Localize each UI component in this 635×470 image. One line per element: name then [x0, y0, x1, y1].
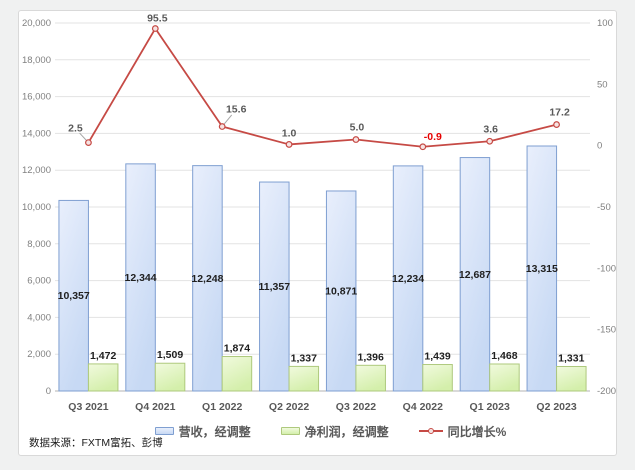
profit-bar [87, 363, 119, 392]
profit-bar-label: 1,337 [291, 352, 317, 364]
profit-bar-label: 1,472 [90, 350, 116, 362]
growth-point-marker [218, 123, 226, 130]
left-axis-tick-label: 6,000 [27, 276, 51, 287]
legend-item-growth: 同比增长% [418, 423, 507, 440]
left-axis-tick-label: 10,000 [22, 202, 51, 213]
revenue-bar-label: 13,315 [526, 263, 558, 275]
revenue-bar [392, 165, 424, 392]
growth-point-marker [151, 25, 159, 32]
right-axis-tick-label: -150 [597, 325, 616, 336]
profit-bar [154, 362, 186, 392]
left-axis-tick-label: 14,000 [22, 128, 51, 139]
right-axis-tick-label: 50 [597, 79, 608, 90]
growth-point-label: 95.5 [147, 13, 168, 25]
revenue-bar-label: 11,357 [259, 281, 291, 293]
left-axis-tick-label: 0 [46, 386, 51, 397]
right-axis-tick-label: -50 [597, 202, 611, 213]
label-leader-line [223, 114, 233, 125]
legend-item-revenue: 营收，经调整 [154, 423, 251, 440]
profit-bar-label: 1,509 [157, 349, 183, 361]
chart-svg: 0 2,000 4,000 6,000 8,000 10,000 12,000 14,000 1… [22, 13, 616, 413]
profit-bar-label: 1,396 [358, 351, 384, 363]
label-leader-line [79, 132, 87, 141]
left-axis-tick-label: 12,000 [22, 165, 51, 176]
revenue-bar [192, 165, 223, 392]
profit-bar-label: 1,331 [558, 353, 584, 365]
revenue-bar [325, 190, 357, 392]
growth-point-label: 2.5 [68, 123, 83, 135]
growth-point-label: -0.9 [424, 131, 442, 143]
left-axis-tick-label: 16,000 [22, 92, 51, 103]
source-note: 数据来源：FXTM富拓、彭博 [29, 437, 163, 449]
left-axis-tick-label: 8,000 [27, 239, 51, 250]
category-label: Q2 2022 [269, 401, 309, 413]
revenue-bar-label: 12,248 [191, 273, 223, 285]
chart-frame: 0 2,000 4,000 6,000 8,000 10,000 12,000 14,000 1… [18, 10, 617, 456]
growth-point-label: 1.0 [282, 127, 297, 139]
growth-line-marker-icon [418, 427, 443, 435]
legend-item-profit: 净利润，经调整 [280, 423, 389, 440]
right-axis-tick-label: 0 [597, 141, 602, 152]
legend-label-profit: 净利润，经调整 [304, 424, 389, 439]
growth-point-label: 3.6 [483, 123, 498, 135]
revenue-bar [58, 199, 89, 392]
left-axis-tick-label: 18,000 [22, 55, 51, 66]
growth-line [87, 27, 557, 148]
revenue-bar [259, 181, 290, 392]
revenue-swatch-icon [154, 427, 174, 435]
growth-point-marker [419, 143, 427, 151]
left-axis-tick-label: 20,000 [22, 18, 51, 29]
chart-legend: 营收，经调整 净利润，经调整 同比增长% [45, 422, 616, 440]
revenue-bar-label: 12,234 [392, 273, 424, 285]
profit-swatch-icon [280, 427, 300, 435]
growth-point-marker [553, 121, 560, 128]
legend-label-revenue: 营收，经调整 [178, 424, 251, 439]
revenue-bar-label: 10,357 [58, 290, 90, 302]
category-label: Q4 2021 [135, 401, 175, 413]
profit-bar [489, 363, 520, 392]
revenue-bar [526, 145, 558, 392]
revenue-bar-label: 12,344 [125, 272, 157, 284]
category-label: Q4 2022 [403, 401, 443, 413]
profit-bar-label: 1,468 [491, 350, 517, 362]
growth-point-marker [486, 137, 494, 145]
profit-bar [355, 364, 386, 392]
category-label: Q1 2023 [470, 401, 510, 413]
left-axis-tick-label: 4,000 [27, 312, 51, 323]
revenue-bar [125, 163, 156, 392]
revenue-bar [459, 157, 491, 392]
profit-bar [422, 364, 453, 392]
profit-bar [221, 356, 253, 392]
right-axis-tick-label: -200 [597, 386, 616, 397]
profit-bar [288, 365, 320, 392]
category-label: Q3 2021 [68, 401, 108, 413]
category-label: Q2 2023 [536, 401, 576, 413]
category-label: Q3 2022 [336, 401, 376, 413]
growth-point-label: 5.0 [350, 122, 365, 134]
revenue-bar-label: 10,871 [325, 285, 357, 297]
right-axis-tick-label: -100 [597, 263, 616, 274]
legend-label-growth: 同比增长% [447, 424, 507, 439]
growth-point-label: 17.2 [549, 107, 570, 119]
category-label: Q1 2022 [202, 401, 242, 413]
left-axis-tick-label: 2,000 [27, 349, 51, 360]
right-axis-tick-label: 100 [597, 18, 613, 29]
revenue-bar-label: 12,687 [459, 269, 491, 281]
growth-point-marker [85, 139, 92, 147]
growth-point-label: 15.6 [226, 104, 247, 116]
growth-point-marker [352, 136, 360, 143]
profit-bar [556, 366, 587, 392]
profit-bar-label: 1,874 [224, 343, 250, 355]
growth-point-marker [285, 141, 293, 148]
profit-bar-label: 1,439 [424, 351, 450, 363]
